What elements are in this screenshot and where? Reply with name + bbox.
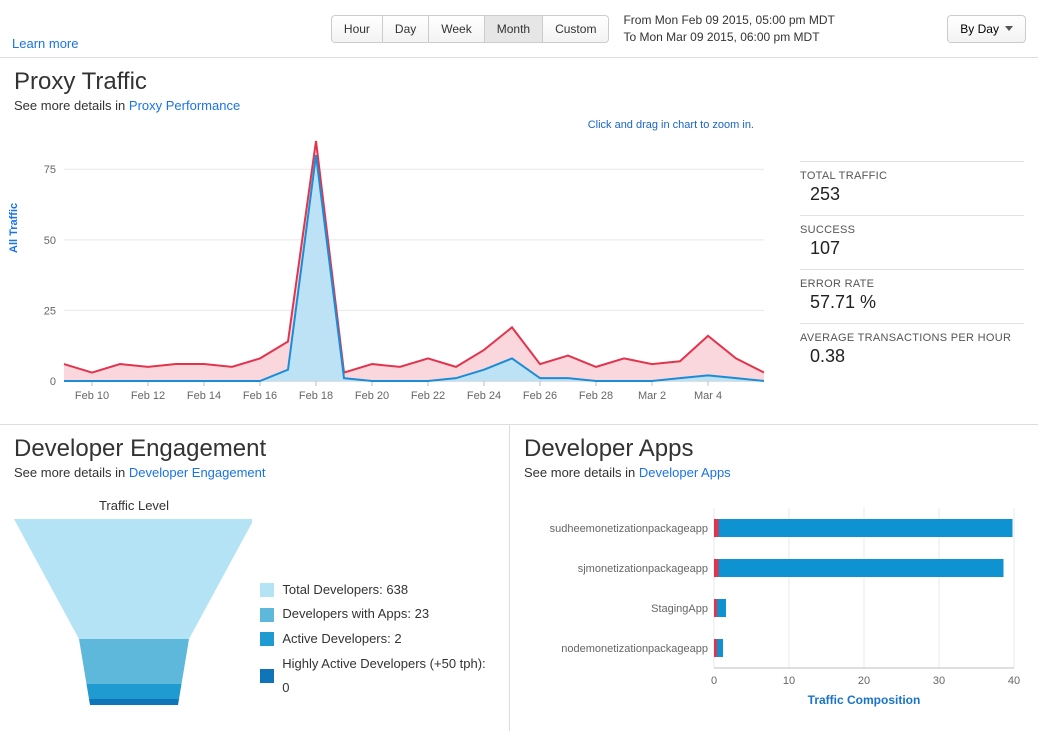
stat-value: 107 (800, 236, 1024, 259)
granularity-dropdown[interactable]: By Day (947, 15, 1026, 43)
granularity-label: By Day (960, 22, 999, 36)
svg-text:Feb 18: Feb 18 (299, 390, 333, 402)
svg-text:sjmonetizationpackageapp: sjmonetizationpackageapp (578, 563, 708, 575)
svg-text:0: 0 (711, 675, 717, 687)
stat-block: ERROR RATE57.71 % (800, 269, 1024, 323)
stat-block: TOTAL TRAFFIC253 (800, 161, 1024, 215)
svg-text:sudheemonetizationpackageapp: sudheemonetizationpackageapp (550, 523, 708, 535)
developer-apps-chart[interactable]: 0 10 20 30 40 sudheemonetizationpackageapp sjm… (524, 498, 1024, 708)
stat-block: SUCCESS107 (800, 215, 1024, 269)
apps-subnote: See more details in Developer Apps (524, 465, 1024, 480)
stat-label: TOTAL TRAFFIC (800, 170, 1024, 182)
svg-text:50: 50 (44, 235, 56, 247)
date-from: Mon Feb 09 2015, 05:00 pm MDT (655, 13, 835, 27)
time-range-toolbar: Learn more HourDayWeekMonthCustom From M… (0, 0, 1038, 58)
svg-text:10: 10 (783, 675, 795, 687)
legend-item: Developers with Apps: 23 (260, 602, 495, 627)
developer-apps-section: Developer Apps See more details in Devel… (509, 425, 1038, 731)
range-month-button[interactable]: Month (485, 15, 543, 43)
svg-text:Feb 12: Feb 12 (131, 390, 165, 402)
svg-text:30: 30 (933, 675, 945, 687)
lower-panels: Developer Engagement See more details in… (0, 424, 1038, 731)
zoom-hint: Click and drag in chart to zoom in. (14, 119, 784, 131)
svg-text:Traffic Composition: Traffic Composition (808, 693, 921, 707)
legend-swatch (260, 583, 274, 597)
proxy-stats: TOTAL TRAFFIC253SUCCESS107ERROR RATE57.7… (784, 113, 1024, 414)
svg-text:Feb 10: Feb 10 (75, 390, 109, 402)
chevron-down-icon (1005, 26, 1013, 31)
svg-text:nodemonetizationpackageapp: nodemonetizationpackageapp (561, 643, 708, 655)
range-hour-button[interactable]: Hour (331, 15, 383, 43)
range-custom-button[interactable]: Custom (543, 15, 609, 43)
svg-text:Mar 2: Mar 2 (638, 390, 666, 402)
time-range-buttons: HourDayWeekMonthCustom (331, 15, 610, 43)
svg-text:20: 20 (858, 675, 870, 687)
funnel-title: Traffic Level (14, 498, 254, 513)
engagement-title: Developer Engagement (14, 435, 495, 463)
legend-label: Developers with Apps: 23 (282, 602, 429, 627)
y-axis-title: All Traffic (8, 202, 20, 252)
legend-item: Highly Active Developers (+50 tph): 0 (260, 652, 495, 701)
date-to: Mon Mar 09 2015, 06:00 pm MDT (639, 30, 819, 44)
proxy-traffic-title: Proxy Traffic (14, 68, 1024, 96)
svg-text:Mar 4: Mar 4 (694, 390, 722, 402)
date-from-label: From (623, 13, 651, 27)
date-to-label: To (623, 30, 636, 44)
svg-text:75: 75 (44, 164, 56, 176)
svg-text:Feb 24: Feb 24 (467, 390, 501, 402)
svg-text:Feb 28: Feb 28 (579, 390, 613, 402)
stat-value: 253 (800, 182, 1024, 205)
stat-label: AVERAGE TRANSACTIONS PER HOUR (800, 332, 1024, 344)
proxy-subnote: See more details in Proxy Performance (14, 98, 1024, 113)
stat-label: ERROR RATE (800, 278, 1024, 290)
stat-value: 0.38 (800, 344, 1024, 367)
proxy-traffic-chart[interactable]: 0 25 50 75 Feb 10 Feb 12 Feb 14 Feb 16 Feb 18 Feb… (14, 131, 774, 411)
developer-engagement-link[interactable]: Developer Engagement (129, 465, 266, 480)
engagement-funnel-chart[interactable] (14, 519, 252, 709)
range-week-button[interactable]: Week (429, 15, 484, 43)
svg-text:25: 25 (44, 305, 56, 317)
svg-text:Feb 20: Feb 20 (355, 390, 389, 402)
stat-block: AVERAGE TRANSACTIONS PER HOUR0.38 (800, 323, 1024, 377)
stat-label: SUCCESS (800, 224, 1024, 236)
legend-item: Active Developers: 2 (260, 627, 495, 652)
legend-item: Total Developers: 638 (260, 578, 495, 603)
svg-text:Feb 26: Feb 26 (523, 390, 557, 402)
funnel-legend: Total Developers: 638Developers with App… (260, 578, 495, 701)
legend-swatch (260, 669, 274, 683)
range-day-button[interactable]: Day (383, 15, 429, 43)
svg-text:0: 0 (50, 376, 56, 388)
svg-text:Feb 14: Feb 14 (187, 390, 221, 402)
developer-engagement-section: Developer Engagement See more details in… (0, 425, 509, 731)
date-range-display: From Mon Feb 09 2015, 05:00 pm MDT To Mo… (623, 12, 834, 46)
learn-more: Learn more (12, 36, 78, 51)
legend-swatch (260, 608, 274, 622)
svg-text:Feb 16: Feb 16 (243, 390, 277, 402)
svg-text:StagingApp: StagingApp (651, 603, 708, 615)
apps-title: Developer Apps (524, 435, 1024, 463)
legend-label: Highly Active Developers (+50 tph): 0 (282, 652, 495, 701)
learn-more-link[interactable]: Learn more (12, 36, 78, 51)
legend-label: Active Developers: 2 (282, 627, 401, 652)
legend-swatch (260, 632, 274, 646)
engagement-subnote: See more details in Developer Engagement (14, 465, 495, 480)
developer-apps-link[interactable]: Developer Apps (639, 465, 731, 480)
proxy-traffic-section: Proxy Traffic See more details in Proxy … (0, 58, 1038, 424)
legend-label: Total Developers: 638 (282, 578, 408, 603)
stat-value: 57.71 % (800, 290, 1024, 313)
svg-text:Feb 22: Feb 22 (411, 390, 445, 402)
svg-text:40: 40 (1008, 675, 1020, 687)
proxy-performance-link[interactable]: Proxy Performance (129, 98, 240, 113)
